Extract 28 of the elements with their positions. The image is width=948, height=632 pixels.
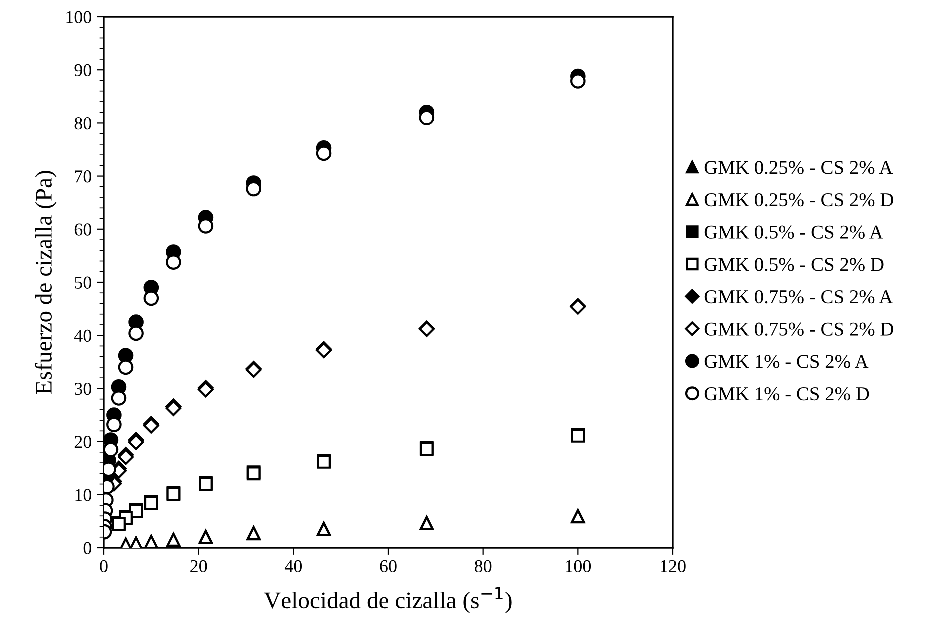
y-tick-label: 10 xyxy=(76,489,92,502)
y-tick-label: 40 xyxy=(74,330,92,342)
x-axis-title: Velocidad de cizalla (s$^{−1}$) xyxy=(264,587,512,614)
legend-label: GMK 0.5% - CS 2% D xyxy=(704,258,884,272)
y-tick-label: 60 xyxy=(74,224,92,236)
x-tick-label: 40 xyxy=(284,560,302,573)
legend-label: GMK 0.25% - CS 2% A xyxy=(704,161,894,174)
x-tick-label: 100 xyxy=(566,560,592,573)
legend-label: GMK 0.75% - CS 2% A xyxy=(704,290,894,304)
legend-label: GMK 1% - CS 2% D xyxy=(704,387,870,401)
legend-label: GMK 1% - CS 2% A xyxy=(704,355,869,368)
x-tick-label: 120 xyxy=(661,560,686,573)
y-tick-label: 30 xyxy=(75,382,92,396)
x-tick-label: 0 xyxy=(100,560,108,573)
y-axis-title: Esfuerzo de cizalla (Pa) xyxy=(35,171,57,394)
x-tick-label: 60 xyxy=(380,560,397,573)
y-tick-label: 0 xyxy=(84,542,92,554)
y-tick-label: 50 xyxy=(75,276,92,289)
y-tick-label: 100 xyxy=(66,11,92,24)
legend-label: GMK 0.5% - CS 2% A xyxy=(704,226,884,240)
y-tick-label: 90 xyxy=(74,64,92,77)
x-tick-label: 20 xyxy=(190,560,208,573)
y-tick-label: 80 xyxy=(74,117,92,130)
y-tick-label: 70 xyxy=(75,170,92,183)
y-tick-label: 20 xyxy=(74,436,92,448)
x-tick-label: 80 xyxy=(474,560,492,573)
legend-label: GMK 0.75% - CS 2% D xyxy=(704,322,894,336)
legend-label: GMK 0.25% - CS 2% D xyxy=(704,193,894,207)
